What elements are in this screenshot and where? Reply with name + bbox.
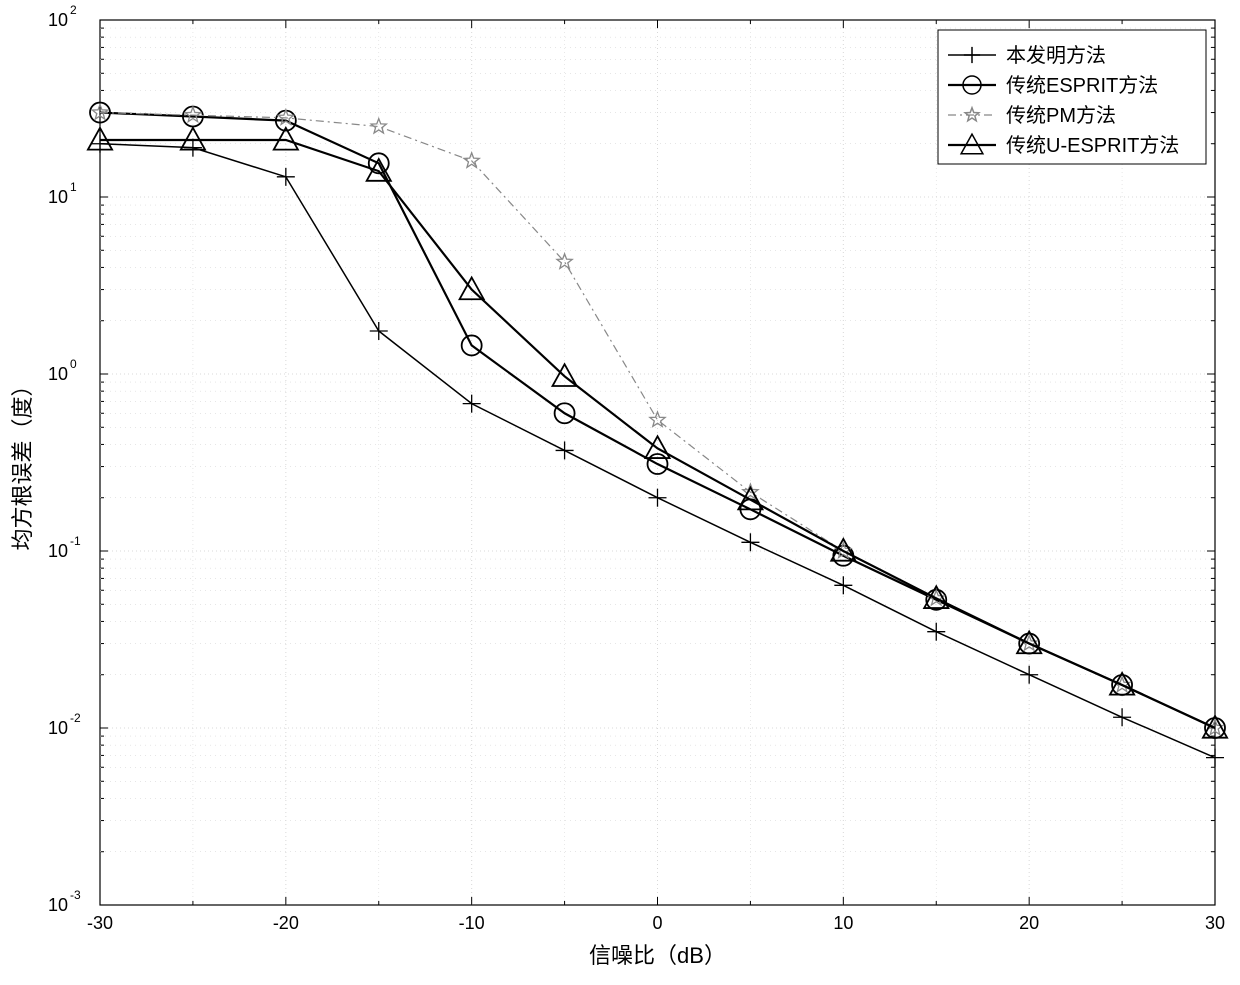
svg-text:-2: -2 <box>70 711 81 725</box>
svg-text:10: 10 <box>48 364 68 384</box>
legend-label: 传统ESPRIT方法 <box>1006 74 1158 97</box>
svg-text:-1: -1 <box>70 534 81 548</box>
x-tick-label: -20 <box>273 913 299 933</box>
svg-text:10: 10 <box>48 10 68 30</box>
x-tick-label: 10 <box>833 913 853 933</box>
svg-text:0: 0 <box>70 357 77 371</box>
chart-container: 10-310-210-1100101102-30-20-100102030信噪比… <box>0 0 1240 985</box>
svg-text:10: 10 <box>48 541 68 561</box>
x-axis-label: 信噪比（dB） <box>589 943 726 968</box>
svg-text:-3: -3 <box>70 888 81 902</box>
svg-text:10: 10 <box>48 718 68 738</box>
legend: 本发明方法传统ESPRIT方法传统PM方法传统U-ESPRIT方法 <box>938 30 1206 164</box>
x-tick-label: -10 <box>459 913 485 933</box>
y-axis-label: 均方根误差（度） <box>10 374 35 550</box>
svg-text:10: 10 <box>48 187 68 207</box>
svg-text:2: 2 <box>70 3 77 17</box>
x-tick-label: -30 <box>87 913 113 933</box>
x-tick-label: 30 <box>1205 913 1225 933</box>
chart-svg: 10-310-210-1100101102-30-20-100102030信噪比… <box>0 0 1240 985</box>
svg-text:1: 1 <box>70 180 77 194</box>
x-tick-label: 0 <box>652 913 662 933</box>
legend-label: 传统PM方法 <box>1006 104 1116 127</box>
svg-text:10: 10 <box>48 895 68 915</box>
legend-label: 本发明方法 <box>1006 44 1106 67</box>
legend-label: 传统U-ESPRIT方法 <box>1006 134 1179 157</box>
x-tick-label: 20 <box>1019 913 1039 933</box>
